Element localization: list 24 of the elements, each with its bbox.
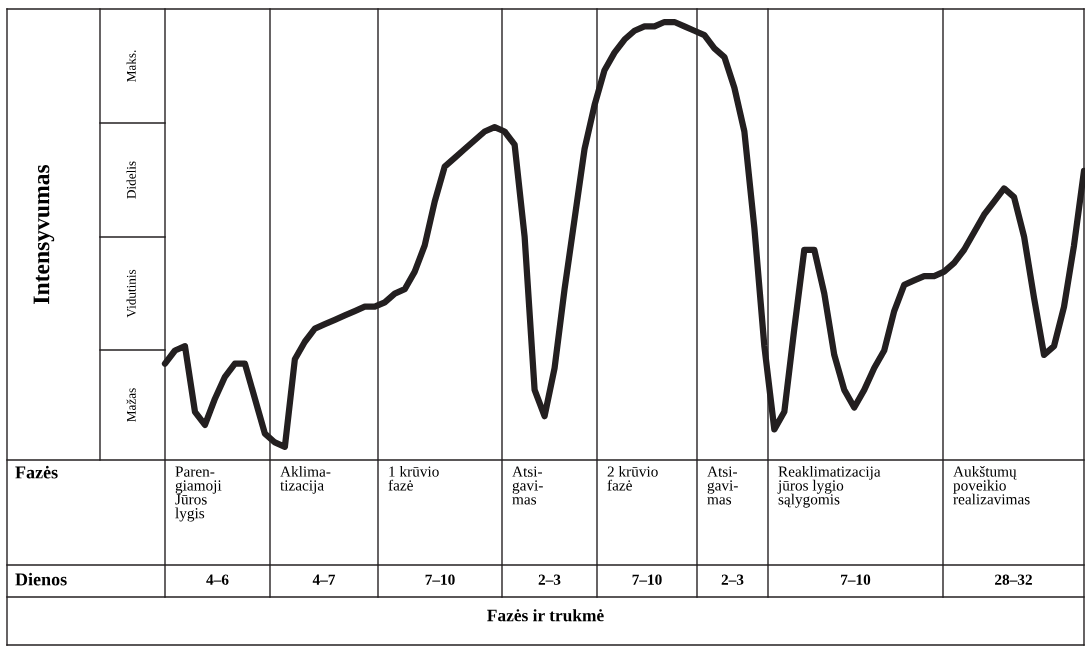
text: 1 krūvio fazė	[388, 466, 439, 491]
text: 4–7	[312, 574, 336, 585]
text: 28–32	[995, 574, 1032, 585]
text: Aukštumų poveikio realizavimas	[953, 465, 1030, 505]
text: Vidutinis	[126, 269, 136, 318]
text: 7–10	[632, 574, 662, 585]
text: Paren- giamoji Jūros lygis	[175, 466, 222, 522]
text: Fazės ir trukmė	[487, 609, 604, 622]
text: Atsi- gavi- mas	[512, 466, 543, 505]
text: Dienos	[15, 572, 67, 586]
text: Didelis	[126, 161, 136, 199]
y-axis-title: Intensyvumas	[33, 164, 55, 304]
text: Aklima- tizacija	[280, 466, 331, 494]
text: Atsi- gavi- mas	[707, 466, 738, 505]
text: Reaklimatizacija jūros lygio sąlygomis	[777, 466, 881, 508]
text: Maks.	[126, 50, 136, 82]
text: 2 krūvio fazė	[607, 466, 658, 491]
text: 2–3	[538, 574, 561, 585]
text: 4–6	[206, 574, 229, 585]
text: 7–10	[841, 574, 871, 585]
text: 7–10	[425, 574, 455, 585]
text: Mažas	[126, 388, 136, 422]
text: 2–3	[721, 574, 744, 585]
text: Fazės	[15, 465, 58, 479]
